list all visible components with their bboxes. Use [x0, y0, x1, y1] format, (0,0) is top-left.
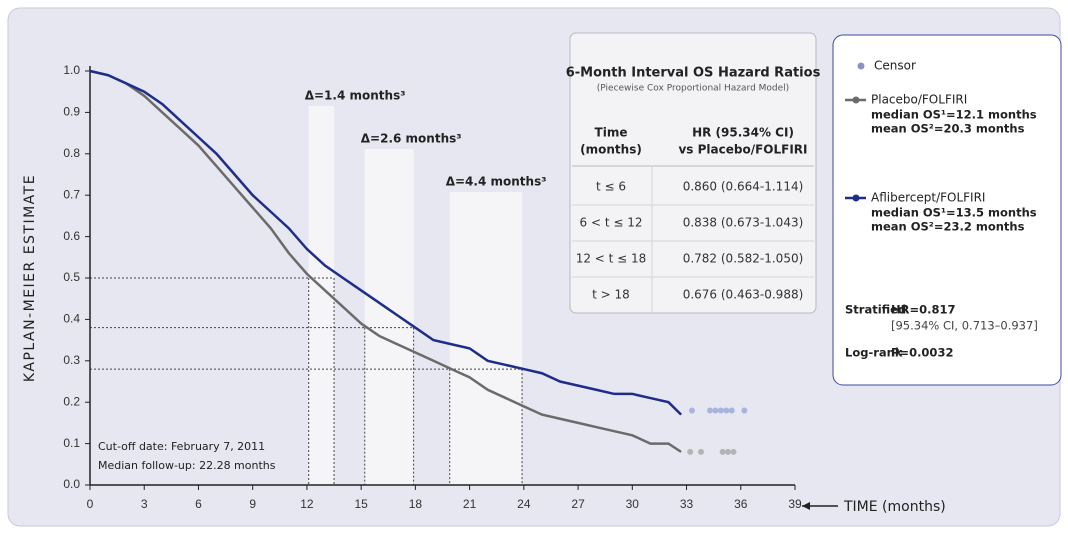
delta-label: Δ=1.4 months³: [305, 89, 406, 103]
table-title: 6-Month Interval OS Hazard Ratios: [566, 66, 821, 81]
table-subtitle: (Piecewise Cox Proportional Hazard Model…: [597, 84, 789, 94]
y-tick-label: 0.0: [63, 477, 80, 491]
x-tick-label: 3: [141, 497, 148, 511]
legend-censor: Censor: [874, 59, 916, 73]
x-tick-label: 18: [409, 497, 423, 511]
x-tick-label: 0: [87, 497, 94, 511]
legend-note: mean OS²=20.3 months: [871, 122, 1025, 136]
legend-entry: Placebo/FOLFIRI: [871, 93, 967, 107]
x-tick-label: 9: [249, 497, 256, 511]
x-tick-label: 12: [300, 497, 314, 511]
x-axis-label: TIME (months): [843, 499, 946, 515]
y-tick-label: 0.1: [63, 436, 80, 450]
censor-mark: [687, 448, 694, 455]
note: Cut-off date: February 7, 2011: [98, 440, 265, 453]
x-tick-label: 30: [626, 497, 640, 511]
table-cell: t > 18: [592, 288, 630, 302]
legend-note: mean OS²=23.2 months: [871, 220, 1025, 234]
censor-mark: [707, 407, 714, 414]
table-header: vs Placebo/FOLFIRI: [678, 143, 807, 157]
table-cell: 0.860 (0.664-1.114): [683, 180, 804, 194]
x-tick-label: 39: [788, 497, 802, 511]
survival-curve: [89, 69, 682, 416]
legend-censor-icon: [857, 62, 865, 70]
table-cell: 12 < t ≤ 18: [576, 252, 647, 266]
censor-mark: [719, 448, 726, 455]
y-tick-label: 0.9: [63, 105, 80, 119]
table-cell: 6 < t ≤ 12: [580, 216, 643, 230]
x-tick-label: 27: [571, 497, 585, 511]
x-tick-label: 36: [734, 497, 748, 511]
legend-note: median OS¹=13.5 months: [871, 206, 1037, 220]
delta-band: [449, 192, 523, 485]
censor-mark: [728, 407, 735, 414]
legend-stat: Stratified: [845, 303, 906, 317]
table-header: HR (95.34% CI): [692, 126, 794, 140]
censor-mark: [741, 407, 748, 414]
legend-note: median OS¹=12.1 months: [871, 108, 1037, 122]
legend-stat: HR=0.817: [891, 303, 956, 317]
x-tick-label: 6: [195, 497, 202, 511]
note: Median follow-up: 22.28 months: [98, 459, 276, 472]
y-tick-label: 1.0: [63, 63, 80, 77]
y-tick-label: 0.3: [63, 353, 80, 367]
table-cell: t ≤ 6: [596, 180, 626, 194]
censor-mark: [730, 448, 737, 455]
delta-label: Δ=4.4 months³: [446, 175, 547, 189]
table-cell: 0.782 (0.582-1.050): [683, 252, 804, 266]
x-tick-label: 15: [354, 497, 368, 511]
legend-entry: Aflibercept/FOLFIRI: [871, 191, 985, 205]
table-cell: 0.838 (0.673-1.043): [683, 216, 804, 230]
y-tick-label: 0.7: [63, 187, 80, 201]
y-axis-label: KAPLAN-MEIER ESTIMATE: [22, 174, 38, 382]
table-cell: 0.676 (0.463-0.988): [683, 288, 804, 302]
survival-curve: [89, 69, 682, 453]
x-tick-label: 21: [463, 497, 477, 511]
table-box: [569, 32, 817, 314]
censor-mark: [723, 407, 730, 414]
y-tick-label: 0.6: [63, 229, 80, 243]
censor-mark: [712, 407, 719, 414]
table-header: (months): [580, 143, 642, 157]
delta-band: [364, 149, 414, 485]
y-tick-label: 0.8: [63, 146, 80, 160]
y-tick-label: 0.2: [63, 394, 80, 408]
censor-mark: [717, 407, 724, 414]
legend-stat: P=0.0032: [891, 346, 953, 360]
x-tick-label: 24: [517, 497, 531, 511]
delta-label: Δ=2.6 months³: [361, 132, 462, 146]
y-tick-label: 0.5: [63, 270, 80, 284]
x-arrow-head: [802, 502, 810, 510]
legend-stat: Log-rank: [845, 346, 903, 360]
censor-mark: [698, 448, 704, 455]
y-tick-label: 0.4: [63, 312, 80, 326]
x-tick-label: 33: [680, 497, 694, 511]
table-header: Time: [595, 126, 628, 140]
legend-stat: [95.34% CI, 0.713–0.937]: [891, 319, 1038, 333]
legend-dot: [852, 96, 860, 104]
censor-mark: [725, 448, 732, 455]
legend-dot: [852, 194, 860, 202]
censor-mark: [688, 407, 695, 414]
legend-box: [832, 34, 1062, 386]
